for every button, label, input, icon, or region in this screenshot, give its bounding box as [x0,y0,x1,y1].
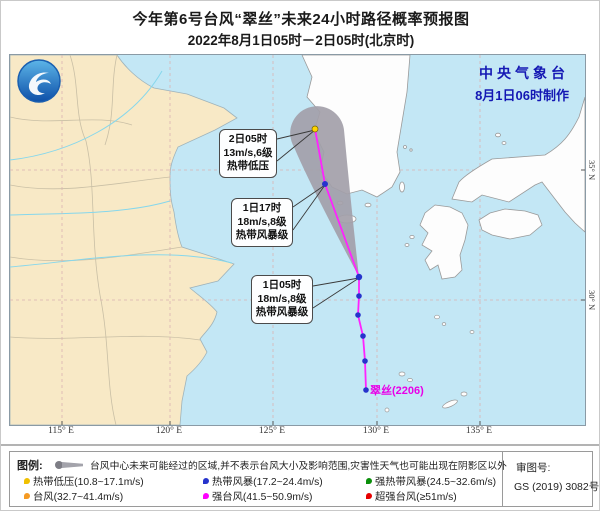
callout-1d17h: 1日17时 18m/s,8级 热带风暴级 [231,198,293,247]
approval-label: 审图号: [516,462,551,474]
lon-tick-125e: 125° E [258,426,286,436]
forecast-map: 中央气象台 8月1日06时制作 2日05时 13m/s,6级 热带低压 1日17… [9,54,586,426]
forecast-point-17h [322,181,328,187]
storm-name-label: 翠丝(2206) [370,385,424,397]
ryukyu-islands [384,314,475,413]
callout-time: 2日05时 [228,133,268,145]
callout-category: 热带风暴级 [235,229,289,241]
legend-item-label: 台风(32.7~41.4m/s) [33,492,124,503]
past-point [362,358,368,364]
page-subtitle: 2022年8月1日05时－2日05时(北京时) [187,33,415,48]
legend-item-label: 超强台风(≥51m/s) [375,492,457,503]
legend-title: 图例: [17,460,43,472]
approval-box: 审图号: GS (2019) 3082号 [510,452,599,506]
agency-name: 中央气象台 [479,65,569,81]
sts-dot-icon [366,478,372,484]
cone-icon [55,461,83,469]
agency-credit: 中央气象台 8月1日06时制作 [475,63,569,104]
lat-tick-30n: 30° N [587,289,597,311]
agency-issue-time: 8月1日06时制作 [475,88,569,103]
legend-item-sty: 强台风(41.5~50.9m/s) [203,488,312,503]
past-point [355,312,361,318]
ty-dot-icon [24,493,30,499]
legend-item-sts: 强热带风暴(24.5~32.6m/s) [366,473,496,488]
probability-cone [290,106,359,277]
legend-item-label: 强台风(41.5~50.9m/s) [212,492,313,503]
legend-item-label: 热带风暴(17.2~24.4m/s) [212,477,323,488]
past-point [363,387,369,393]
td-dot-icon [24,478,30,484]
lon-tick-120e: 120° E [155,426,183,436]
page-title: 今年第6号台风“翠丝”未来24小时路径概率预报图 [132,11,470,28]
past-track-line [357,277,367,391]
callout-category: 热带风暴级 [255,306,309,318]
sty-dot-icon [203,493,209,499]
shikoku-coastline [478,208,543,240]
province-boundaries [10,55,201,425]
lon-tick-115e: 115° E [48,426,74,436]
china-landmass [10,55,238,425]
legend-divider [502,452,503,506]
honshu-coastline [451,96,585,233]
axis-ticks [61,169,585,425]
callout-time: 1日05时 [262,279,302,291]
ts-dot-icon [203,478,209,484]
superty-dot-icon [366,493,372,499]
lon-tick-130e: 130° E [362,426,390,436]
kyushu-coastline [419,204,469,280]
approval-number: GS (2019) 3082号 [514,481,600,493]
legend-item-td: 热带低压(10.8~17.1m/s) [24,473,144,488]
legend-panel: 图例: 台风中心未来可能经过的区域,并不表示台风大小及影响范围,灾害性天气也可能… [9,451,599,507]
past-point [360,333,366,339]
callout-2d05h: 2日05时 13m/s,6级 热带低压 [219,129,277,178]
japan-landmass [399,96,585,280]
callout-wind: 18m/s,8级 [257,292,307,305]
forecast-point-05h [311,125,319,133]
lon-tick-135e: 135° E [465,426,493,436]
legend-item-label: 强热带风暴(24.5~32.6m/s) [375,477,497,488]
current-position-point [355,273,363,281]
callout-wind: 18m/s,8级 [237,215,287,228]
separator-line [1,444,599,446]
callout-time: 1日17时 [242,202,282,214]
legend-item-ts: 热带风暴(17.2~24.4m/s) [203,473,323,488]
lat-tick-35n: 35° N [587,159,597,181]
tsushima-island [399,181,405,193]
map-svg [10,55,585,425]
rivers [10,70,233,268]
callout-1d05h: 1日05时 18m/s,8级 热带风暴级 [251,275,313,324]
leader-lines [276,129,360,309]
legend-item-ty: 台风(32.7~41.4m/s) [24,488,123,503]
china-coastline [10,55,238,425]
legend-item-superty: 超强台风(≥51m/s) [366,488,457,503]
legend-item-label: 热带低压(10.8~17.1m/s) [33,477,144,488]
callout-category: 热带低压 [227,160,269,172]
track-points [311,125,369,393]
past-point [356,293,362,299]
cma-logo-icon [17,59,61,103]
callout-wind: 13m/s,6级 [223,146,273,159]
legend-cone-note: 台风中心未来可能经过的区域,并不表示台风大小及影响范围,灾害性天气也可能出现在阴… [90,461,507,472]
